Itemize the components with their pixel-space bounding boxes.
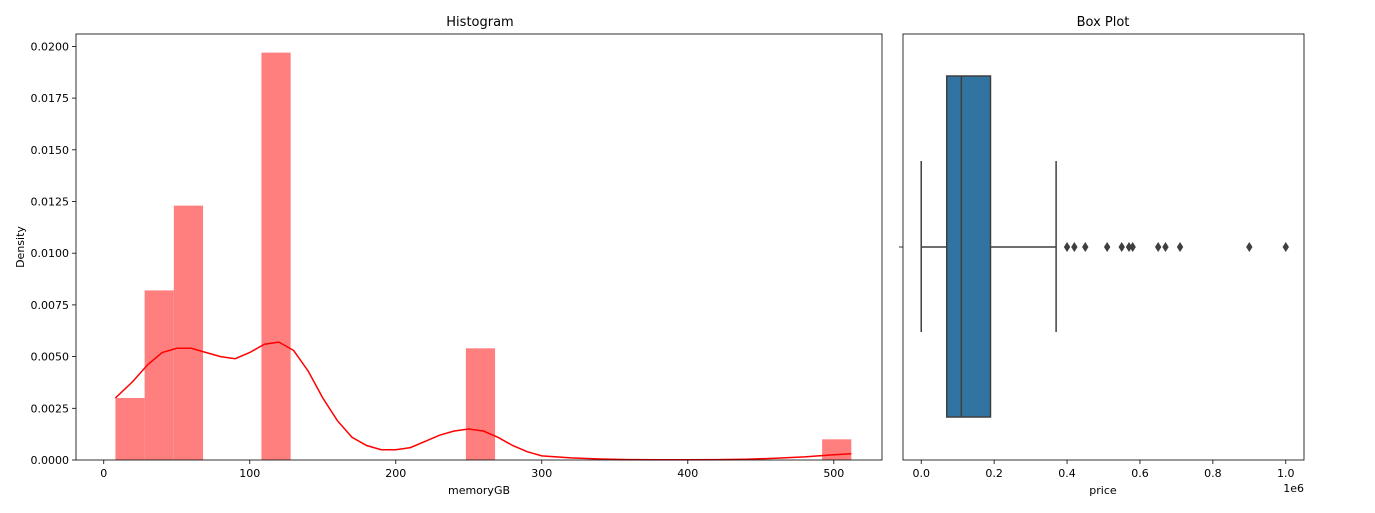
- outlier-point: [1282, 242, 1289, 252]
- outlier-point: [1246, 242, 1253, 252]
- interquartile-box: [945, 75, 992, 418]
- histogram-y-ticks: 0.0000 0.0025 0.0050 0.0075 0.0100 0.0125 0.01…: [31, 40, 76, 467]
- histogram-x-tick-label: 300: [531, 467, 552, 480]
- histogram-y-tick-label: 0.0200: [31, 40, 70, 53]
- outlier-point: [1129, 242, 1136, 252]
- outlier-point: [1063, 242, 1071, 252]
- box-plot-x-ticks: 0.0 0.2 0.4 0.6 0.8 1.0: [912, 460, 1295, 480]
- box-plot-body: [920, 75, 1057, 418]
- histogram-x-tick-label: 100: [239, 467, 260, 480]
- histogram-y-tick-label: 0.0150: [31, 144, 70, 157]
- histogram-y-tick-label: 0.0000: [31, 454, 70, 467]
- histogram-chart: Histogram 0 100 200 300 400 500 0.00000.00250…: [14, 15, 883, 497]
- outlier-point: [1071, 242, 1078, 252]
- histogram-bar: [465, 348, 496, 460]
- histogram-bar: [144, 290, 174, 460]
- histogram-y-tick-label: 0.0125: [31, 196, 70, 209]
- histogram-y-tick-label: 0.0050: [31, 351, 70, 364]
- box-plot-x-tick-label: 1.0: [1277, 467, 1295, 480]
- box-plot-x-label: price: [1089, 484, 1117, 497]
- histogram-bar: [261, 52, 291, 461]
- box-plot-outliers: [1063, 242, 1289, 252]
- histogram-x-tick-label: 0: [100, 467, 107, 480]
- outlier-point: [1176, 242, 1184, 252]
- outlier-point: [1154, 242, 1162, 252]
- box-plot-x-tick-label: 0.2: [985, 467, 1003, 480]
- histogram-y-tick-label: 0.0175: [31, 92, 70, 105]
- outlier-point: [1162, 242, 1169, 252]
- outlier-point: [1082, 242, 1089, 252]
- box-plot-chart: Box Plot 0.0 0.2 0.4 0.6 0.8 1.0 price 1e6: [899, 15, 1305, 497]
- histogram-bar: [115, 397, 145, 460]
- histogram-x-tick-label: 400: [677, 467, 698, 480]
- histogram-y-tick-label: 0.0025: [31, 402, 70, 415]
- histogram-x-tick-label: 500: [823, 467, 844, 480]
- histogram-bars: [115, 52, 852, 461]
- outlier-point: [1103, 242, 1111, 252]
- histogram-y-tick-label: 0.0075: [31, 299, 70, 312]
- outlier-point: [1125, 242, 1133, 252]
- outlier-point: [1118, 242, 1125, 252]
- histogram-y-tick-label: 0.0100: [31, 247, 70, 260]
- histogram-x-tick-label: 200: [385, 467, 406, 480]
- box-plot-x-tick-label: 0.6: [1131, 467, 1149, 480]
- box-plot-x-tick-label: 0.8: [1204, 467, 1222, 480]
- histogram-title: Histogram: [446, 15, 513, 30]
- histogram-x-label: memoryGB: [448, 484, 510, 497]
- box-plot-offset-label: 1e6: [1283, 482, 1304, 495]
- box-plot-title: Box Plot: [1077, 15, 1130, 30]
- histogram-bar: [173, 205, 204, 460]
- histogram-y-label: Density: [14, 226, 27, 268]
- histogram-frame: [75, 33, 883, 461]
- histogram-bar: [822, 439, 852, 460]
- box-plot-x-tick-label: 0.4: [1058, 467, 1076, 480]
- histogram-x-ticks: 0 100 200 300 400 500: [100, 460, 844, 480]
- box-plot-x-tick-label: 0.0: [912, 467, 930, 480]
